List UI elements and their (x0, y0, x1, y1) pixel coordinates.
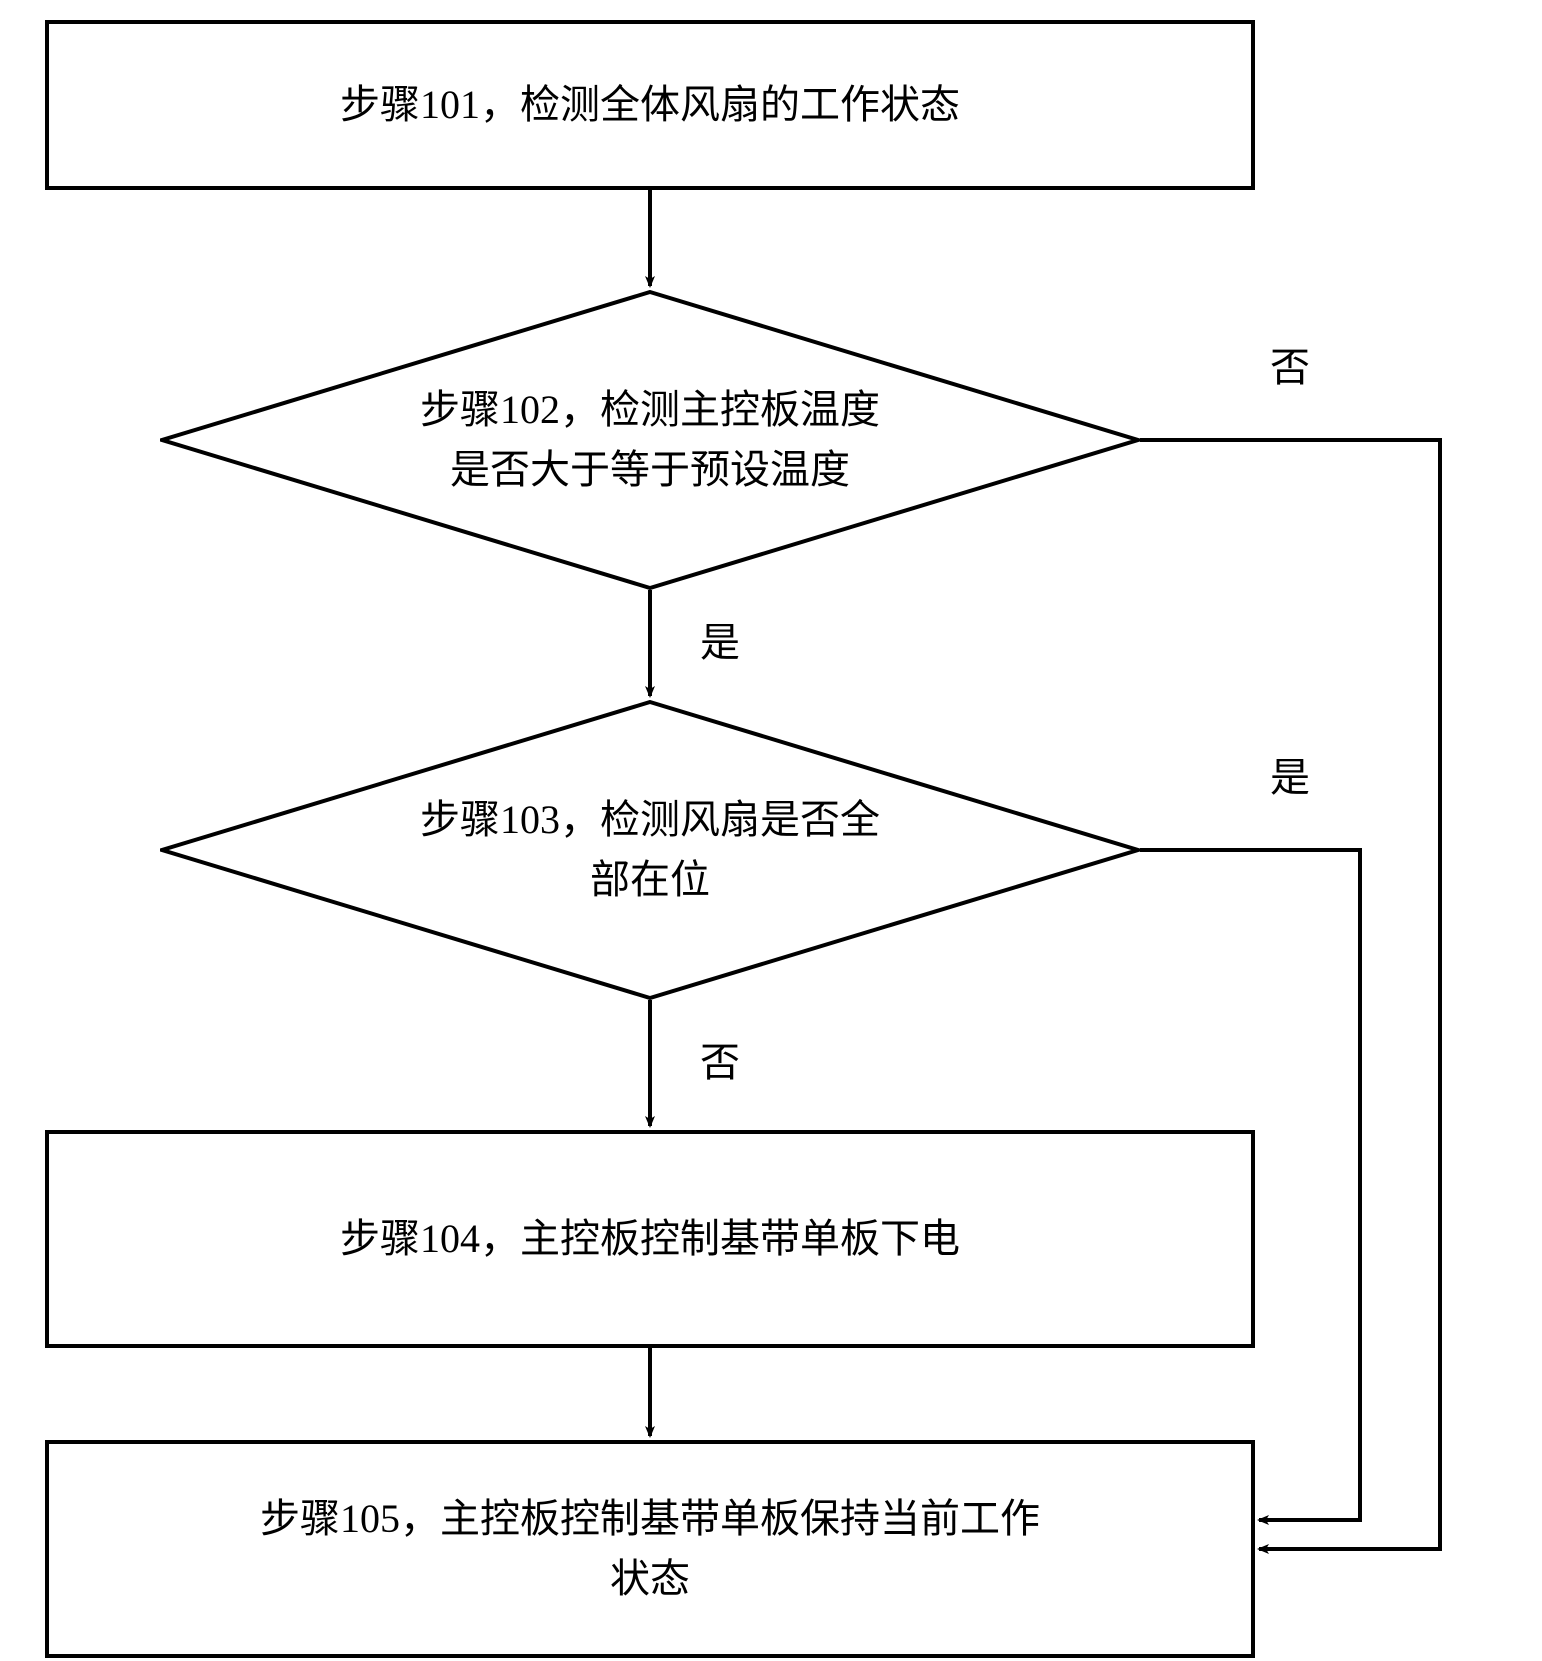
node-text-line1: 步骤103，检测风扇是否全 (420, 797, 880, 842)
node-text-line2: 部在位 (590, 857, 710, 902)
node-text-line2: 是否大于等于预设温度 (450, 447, 850, 492)
node-step-104: 步骤104，主控板控制基带单板下电 (45, 1130, 1255, 1348)
edge-label-103-no: 否 (700, 1030, 740, 1088)
node-step-103: 步骤103，检测风扇是否全 部在位 (160, 700, 1140, 1000)
node-step-102: 步骤102，检测主控板温度 是否大于等于预设温度 (160, 290, 1140, 590)
edge-label-102-yes: 是 (700, 610, 740, 668)
node-step-105: 步骤105，主控板控制基带单板保持当前工作 状态 (45, 1440, 1255, 1658)
node-text-line2: 状态 (610, 1556, 690, 1601)
node-step-101: 步骤101，检测全体风扇的工作状态 (45, 20, 1255, 190)
node-text-line1: 步骤105，主控板控制基带单板保持当前工作 (260, 1496, 1040, 1541)
flowchart-canvas: 步骤101，检测全体风扇的工作状态 步骤102，检测主控板温度 是否大于等于预设… (0, 0, 1542, 1661)
node-text: 步骤101，检测全体风扇的工作状态 (340, 82, 960, 127)
edge-label-103-yes: 是 (1270, 745, 1310, 803)
edge-label-102-no: 否 (1270, 335, 1310, 393)
node-text-line1: 步骤102，检测主控板温度 (420, 387, 880, 432)
node-text: 步骤104，主控板控制基带单板下电 (340, 1216, 960, 1261)
